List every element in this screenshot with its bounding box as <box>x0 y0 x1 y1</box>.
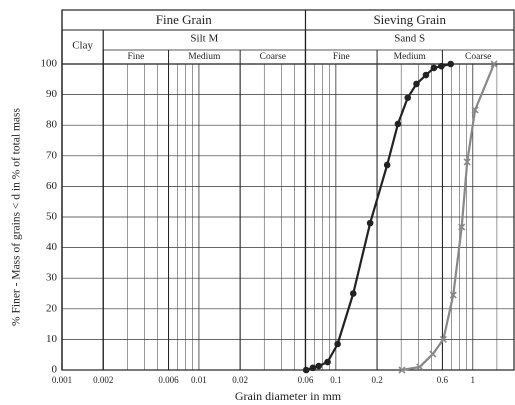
x-tick-label: 0.01 <box>191 375 207 385</box>
marker <box>394 120 402 128</box>
part-label: Fine <box>333 52 350 62</box>
y-tick-label: 60 <box>46 180 58 192</box>
x-tick-label: 0.1 <box>330 375 341 385</box>
x-tick-label: 0.06 <box>298 375 314 385</box>
marker <box>463 158 471 166</box>
x-tick-label: 0.2 <box>371 375 382 385</box>
part-label: Medium <box>394 52 427 62</box>
x-axis-label: Grain diameter in mm <box>235 389 342 403</box>
x-tick-label: 0.02 <box>232 375 248 385</box>
marker <box>334 340 341 348</box>
y-tick-label: 70 <box>46 149 58 161</box>
y-tick-label: 40 <box>46 241 58 253</box>
x-tick-label: 0.6 <box>437 375 449 385</box>
marker <box>439 335 447 343</box>
marker <box>416 363 424 371</box>
x-tick-label: 0.006 <box>158 375 179 385</box>
part-label: Coarse <box>465 52 491 62</box>
marker <box>429 350 437 358</box>
x-tick-label: 0.002 <box>93 375 113 385</box>
marker <box>458 223 466 231</box>
marker <box>366 219 374 227</box>
y-tick-label: 10 <box>46 333 58 345</box>
y-tick-label: 30 <box>46 272 58 284</box>
marker <box>471 106 479 114</box>
subzone-label: Silt M <box>190 33 218 45</box>
y-axis-label: % Finer - Mass of grains < d in % of tot… <box>11 108 23 326</box>
part-label: Fine <box>127 52 144 62</box>
marker <box>490 60 498 68</box>
y-tick-label: 100 <box>41 58 58 70</box>
y-tick-label: 80 <box>46 119 58 131</box>
marker <box>438 62 445 70</box>
x-tick-label: 0.001 <box>52 375 72 385</box>
marker <box>349 290 357 297</box>
marker <box>302 366 310 374</box>
y-tick-label: 90 <box>46 88 58 100</box>
subzone-label: Sand S <box>394 33 425 45</box>
marker <box>404 94 412 101</box>
marker <box>449 291 457 299</box>
marker <box>324 358 331 366</box>
marker <box>315 362 323 370</box>
marker <box>383 161 391 169</box>
part-label: Coarse <box>260 52 286 62</box>
zone-label: Fine Grain <box>156 12 212 27</box>
marker <box>398 366 406 374</box>
subzone-label: Clay <box>72 40 93 52</box>
marker <box>422 71 430 79</box>
y-tick-label: 50 <box>46 211 58 223</box>
marker <box>309 364 317 372</box>
part-label: Medium <box>188 52 221 62</box>
zone-label: Sieving Grain <box>373 12 446 27</box>
marker <box>447 60 455 68</box>
y-tick-label: 20 <box>46 302 58 314</box>
marker <box>430 64 438 72</box>
marker <box>413 80 420 88</box>
y-tick-label: 0 <box>52 364 58 376</box>
x-tick-label: 1 <box>471 375 476 385</box>
